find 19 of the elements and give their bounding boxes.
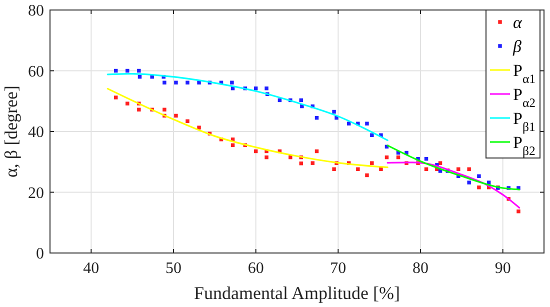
x-tick-label: 40 [83,260,100,277]
x-tick-label: 80 [412,260,428,277]
legend-label: P$_{β1}$ [513,108,536,134]
y-tick-label: 60 [28,63,44,80]
legend-label: P$_{α2}$ [513,84,536,110]
x-tick-label: 60 [248,260,264,277]
x-tick-label: 50 [166,260,182,277]
x-tick-label: 70 [330,260,346,277]
y-tick-label: 80 [28,2,44,20]
legend-label: P$_{β2}$ [513,132,536,158]
y-axis-title: α, β [degree] [1,85,21,178]
legend-label: α [513,12,523,32]
x-tick-label: 90 [494,260,511,277]
y-tick-label: 40 [28,124,44,142]
legend-label: β [512,36,522,56]
legend-label: P$_{α1}$ [513,60,536,86]
y-tick-label: 0 [36,246,44,263]
x-axis-title: Fundamental Amplitude [%] [194,283,400,303]
y-tick-label: 20 [28,184,44,202]
